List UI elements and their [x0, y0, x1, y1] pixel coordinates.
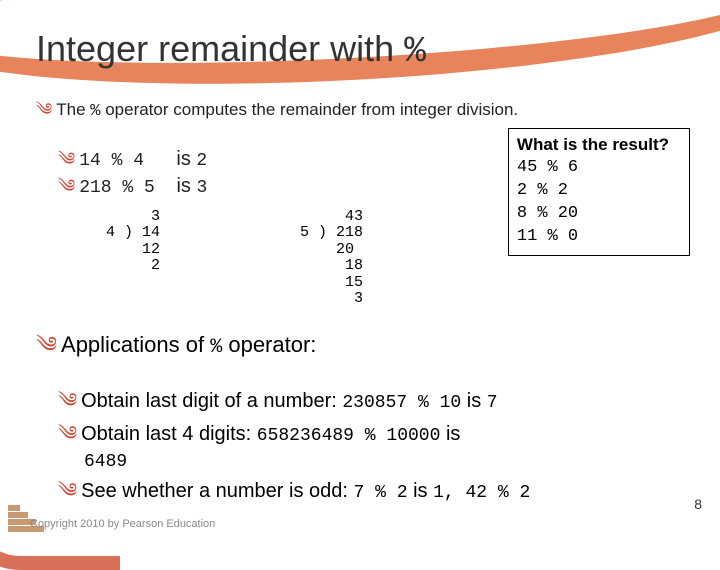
- app3-text: See whether a number is odd:: [81, 480, 353, 502]
- intro-pre: The: [56, 100, 90, 119]
- bullet-icon: ༄: [58, 176, 75, 196]
- app2-result: 6489: [84, 452, 692, 472]
- division-2: 43 5 ) 218 20 18 15 3: [300, 209, 363, 308]
- app3-sep: ,: [444, 483, 466, 503]
- app3-r1: 1: [433, 483, 444, 503]
- app3-e1: 7 % 2: [354, 483, 408, 503]
- apps-post: operator:: [222, 332, 316, 357]
- bullet-icon: ༄: [58, 480, 77, 502]
- app3-e2: 42 % 2: [466, 483, 531, 503]
- copyright-text: Copyright 2010 by Pearson Education: [30, 518, 215, 530]
- ex1-expr: 14 % 4: [79, 151, 144, 171]
- long-division-block: 3 4 ) 14 12 2 43 5 ) 218 20 18 15 3: [106, 209, 692, 308]
- intro-op: %: [90, 102, 100, 121]
- bullet-icon: ༄: [58, 390, 77, 412]
- app2-text: Obtain last 4 digits:: [81, 423, 257, 445]
- bullet-icon: ༄: [36, 332, 57, 357]
- app1-is: is: [461, 390, 487, 412]
- intro-line: ༄The % operator computes the remainder f…: [36, 90, 692, 138]
- app2-is: is: [440, 423, 460, 445]
- app2-expr: 658236489 % 10000: [257, 426, 441, 446]
- apps-op: %: [210, 336, 222, 359]
- example-1: ༄14 % 4 is 2: [58, 146, 692, 173]
- ex2-expr: 218 % 5: [79, 178, 155, 198]
- app1-expr: 230857 % 10: [342, 393, 461, 413]
- ex2-is: is: [176, 175, 196, 197]
- bullet-icon: ༄: [58, 149, 75, 169]
- slide-title: Integer remainder with %: [36, 28, 692, 72]
- app1-res: 7: [487, 393, 498, 413]
- app-line-1: ༄Obtain last digit of a number: 230857 %…: [58, 388, 692, 415]
- app-line-3: ༄See whether a number is odd: 7 % 2 is 1…: [58, 478, 692, 505]
- slide-content: Integer remainder with % ༄The % operator…: [0, 0, 720, 506]
- app-line-2: ༄Obtain last 4 digits: 658236489 % 10000…: [58, 421, 692, 448]
- ex1-is: is: [176, 148, 196, 170]
- apps-pre: Applications of: [61, 332, 210, 357]
- intro-post: operator computes the remainder from int…: [100, 100, 518, 119]
- title-text: Integer remainder with: [36, 28, 404, 69]
- example-2: ༄218 % 5 is 3: [58, 173, 692, 200]
- bullet-icon: ༄: [36, 100, 52, 119]
- app1-text: Obtain last digit of a number:: [81, 390, 342, 412]
- applications-heading: ༄Applications of % operator:: [36, 320, 692, 382]
- app3-i1: is: [408, 480, 434, 502]
- ex2-res: 3: [196, 178, 207, 198]
- ex1-res: 2: [196, 151, 207, 171]
- title-operator: %: [404, 31, 426, 72]
- bullet-icon: ༄: [58, 423, 77, 445]
- division-1: 3 4 ) 14 12 2: [106, 209, 160, 308]
- examples-block: ༄14 % 4 is 2 ༄218 % 5 is 3: [58, 146, 692, 201]
